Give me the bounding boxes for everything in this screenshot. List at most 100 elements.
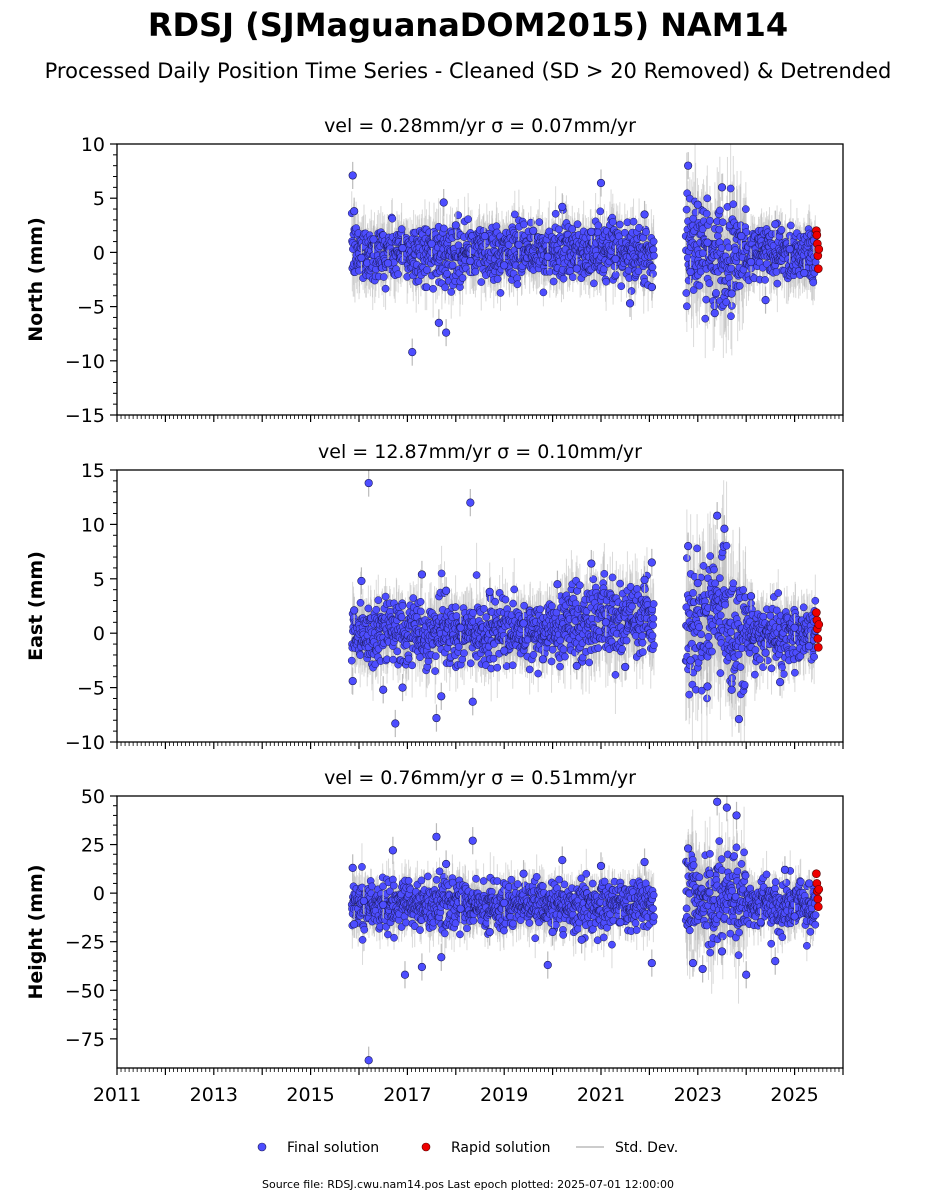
- final-point: [713, 232, 722, 240]
- final-point: [551, 209, 560, 218]
- final-point: [683, 302, 691, 311]
- final-point: [464, 215, 472, 224]
- final-point: [699, 249, 707, 258]
- final-point: [627, 287, 636, 295]
- final-point: [596, 178, 606, 188]
- final-point: [427, 239, 436, 248]
- y-tick-label: 0: [93, 242, 105, 264]
- final-point: [701, 314, 710, 323]
- final-point: [402, 641, 411, 649]
- final-point: [558, 202, 567, 211]
- final-point: [454, 211, 463, 220]
- final-point: [388, 214, 397, 223]
- final-point: [519, 220, 528, 229]
- final-point: [737, 232, 746, 241]
- final-point: [703, 194, 712, 203]
- final-point: [705, 279, 714, 288]
- final-point: [763, 260, 771, 268]
- final-point: [650, 251, 658, 260]
- final-point: [559, 274, 568, 283]
- final-point: [727, 264, 736, 273]
- data-cloud: [347, 470, 824, 742]
- final-point: [729, 200, 738, 209]
- final-point: [381, 592, 390, 601]
- final-point: [364, 604, 373, 613]
- final-point: [773, 279, 782, 288]
- final-point: [777, 225, 786, 234]
- rapid-point: [814, 264, 823, 273]
- x-ticks: [116, 415, 844, 422]
- final-point: [693, 200, 702, 209]
- y-tick-label: −15: [65, 405, 105, 427]
- final-point: [500, 261, 509, 270]
- final-point: [513, 280, 522, 289]
- final-point: [727, 312, 735, 321]
- final-point: [529, 226, 538, 235]
- final-point: [647, 282, 656, 292]
- final-point: [356, 651, 365, 659]
- final-point: [466, 256, 475, 266]
- final-point: [458, 274, 467, 282]
- y-tick-label: −10: [65, 351, 105, 373]
- final-point: [596, 207, 605, 216]
- final-point: [702, 295, 710, 304]
- final-point: [620, 228, 629, 237]
- final-point: [615, 220, 624, 229]
- final-point: [716, 206, 724, 215]
- final-point: [408, 348, 417, 357]
- y-tick-label: 10: [81, 134, 105, 156]
- final-point: [451, 221, 460, 230]
- final-point: [383, 259, 393, 268]
- final-point: [369, 235, 378, 244]
- final-point: [549, 277, 558, 286]
- y-axis-label: North (mm): [25, 217, 47, 342]
- final-point: [440, 224, 448, 233]
- final-point: [625, 299, 635, 308]
- final-point: [761, 276, 769, 284]
- final-point: [372, 605, 381, 614]
- final-point: [715, 225, 724, 234]
- final-point: [809, 278, 818, 287]
- final-point: [404, 654, 413, 663]
- final-point: [611, 254, 620, 264]
- final-point: [442, 328, 451, 337]
- figure-subtitle: Processed Daily Position Time Series - C…: [45, 59, 892, 83]
- final-point: [686, 267, 695, 277]
- data-cloud: [347, 144, 824, 366]
- final-point: [648, 263, 657, 272]
- final-point: [722, 298, 731, 306]
- final-point: [702, 209, 711, 218]
- final-point: [398, 243, 407, 253]
- final-point: [347, 656, 356, 665]
- final-point: [608, 218, 617, 226]
- final-point: [350, 207, 359, 216]
- final-point: [703, 238, 712, 247]
- final-point: [381, 284, 390, 293]
- final-point: [573, 220, 582, 229]
- final-point: [786, 221, 795, 230]
- final-point: [357, 253, 366, 262]
- final-point: [423, 266, 431, 274]
- rapid-solution-series: [812, 226, 824, 273]
- final-point: [374, 596, 383, 605]
- final-point: [398, 601, 407, 610]
- y-ticks: 10 5 0 −5 −10 −15: [65, 134, 117, 427]
- final-point: [682, 205, 691, 214]
- final-point: [555, 225, 563, 234]
- final-point: [717, 244, 726, 252]
- final-point: [800, 268, 809, 278]
- final-point: [599, 265, 608, 274]
- final-point: [698, 225, 707, 233]
- final-point: [629, 217, 638, 226]
- final-point: [447, 288, 456, 296]
- final-point: [514, 240, 523, 249]
- final-point: [706, 216, 714, 225]
- panel-title: vel = 0.28mm/yr σ = 0.07mm/yr: [324, 115, 636, 137]
- final-solution-points: [347, 184, 820, 323]
- final-point: [717, 183, 727, 192]
- final-point: [710, 309, 719, 318]
- y-tick-label: −5: [77, 297, 105, 319]
- final-solution-points: [347, 541, 820, 703]
